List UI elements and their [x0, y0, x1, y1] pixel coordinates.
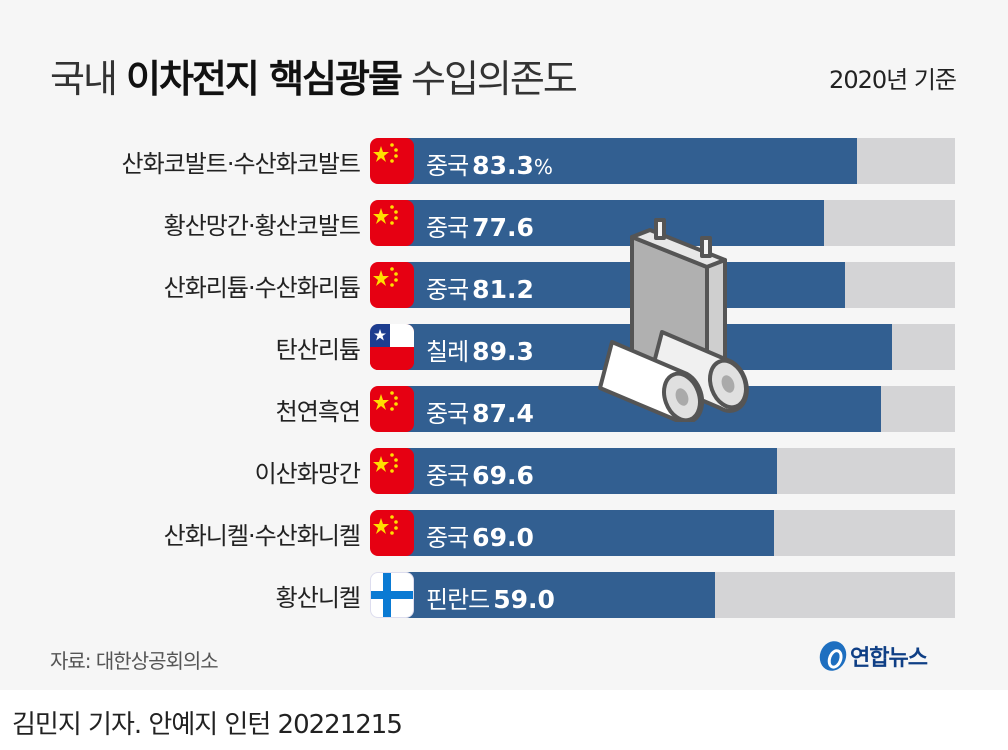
bar-row: 황산니켈 핀란드 59.0 — [0, 572, 1008, 618]
china-flag-icon — [370, 262, 414, 308]
mineral-label: 이산화망간 — [254, 460, 361, 488]
mineral-label: 탄산리튬 — [275, 336, 361, 364]
bar-row: 이산화망간 중국 69.6 — [0, 448, 1008, 494]
bar-value-text: 중국 81.2 — [426, 275, 534, 304]
mineral-label: 황산망간·황산코발트 — [163, 212, 361, 240]
yonhap-logo: 연합뉴스 — [815, 637, 928, 675]
china-flag-icon — [370, 448, 414, 494]
mineral-label: 산화코발트·수산화코발트 — [121, 150, 361, 178]
bar-value-text: 중국 83.3% — [426, 151, 553, 180]
bar-row: 산화코발트·수산화코발트 중국 83.3% — [0, 138, 1008, 184]
bar-value-text: 중국 69.6 — [426, 461, 534, 490]
byline-credit: 김민지 기자. 안예지 인턴 20221215 — [12, 710, 403, 740]
mineral-label: 천연흑연 — [275, 398, 361, 426]
basis-year: 2020년 기준 — [829, 66, 957, 94]
bar-value-text: 핀란드 59.0 — [426, 585, 555, 614]
infographic-panel: 국내 이차전지 핵심광물 수입의존도 2020년 기준 산화코발트·수산화코발트… — [0, 0, 1008, 690]
bar-fill — [396, 572, 716, 618]
mineral-label: 황산니켈 — [275, 584, 361, 612]
bar-fill — [396, 138, 858, 184]
bar-value-text: 중국 77.6 — [426, 213, 534, 242]
china-flag-icon — [370, 200, 414, 246]
bar-row: 천연흑연 중국 87.4 — [0, 386, 1008, 432]
bar-value-text: 중국 87.4 — [426, 399, 534, 428]
chart-title: 국내 이차전지 핵심광물 수입의존도 — [50, 57, 578, 101]
china-flag-icon — [370, 386, 414, 432]
bar-fill — [396, 200, 824, 246]
china-flag-icon — [370, 138, 414, 184]
bar-value-text: 칠레 89.3 — [426, 337, 534, 366]
chile-flag-icon — [370, 324, 414, 370]
mineral-label: 산화니켈·수산화니켈 — [163, 522, 361, 550]
bar-row: 황산망간·황산코발트 중국 77.6 — [0, 200, 1008, 246]
bar-row: 산화니켈·수산화니켈 중국 69.0 — [0, 510, 1008, 556]
bar-row: 산화리튬·수산화리튬 중국 81.2 — [0, 262, 1008, 308]
source-note: 자료: 대한상공회의소 — [50, 649, 219, 673]
battery-illustration-icon — [598, 218, 749, 422]
bar-fill — [396, 262, 846, 308]
mineral-label: 산화리튬·수산화리튬 — [163, 274, 361, 302]
bar-fill — [396, 510, 774, 556]
china-flag-icon — [370, 510, 414, 556]
yonhap-mark-icon — [815, 637, 851, 675]
finland-flag-icon — [370, 572, 414, 618]
bar-row: 탄산리튬 칠레 89.3 — [0, 324, 1008, 370]
bar-fill — [396, 448, 778, 494]
bar-value-text: 중국 69.0 — [426, 523, 534, 552]
